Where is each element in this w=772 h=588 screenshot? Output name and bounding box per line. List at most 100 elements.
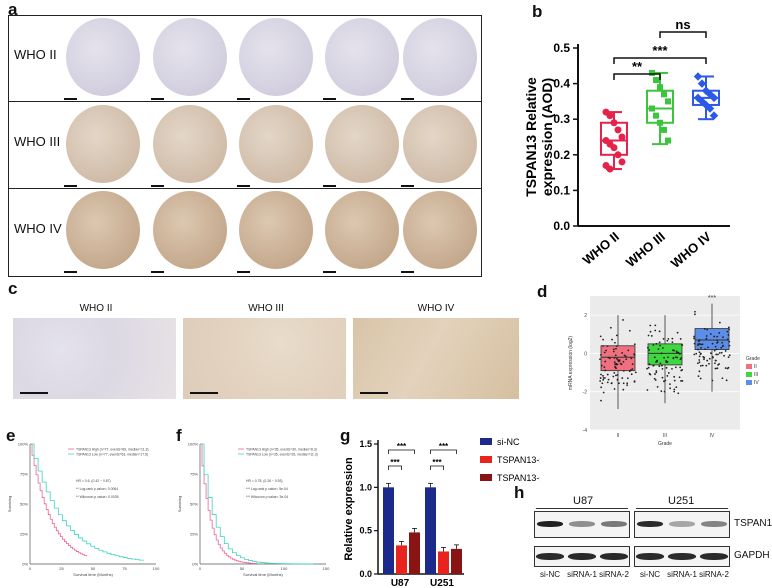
d-data-point [667,337,670,340]
d-data-point [676,351,678,354]
d-data-point [618,382,620,385]
d-data-point [665,366,668,369]
g-legend-label: TSPAN13-si2 [497,473,540,483]
scale-bar [237,98,250,100]
g-y-axis-label: Relative expression [343,457,355,561]
d-data-point [648,372,651,375]
d-data-point [697,343,700,346]
d-data-point [660,364,663,367]
d-data-point [706,359,709,362]
d-data-point [666,375,669,377]
panel-letter-a: a [8,0,18,19]
d-data-point [697,348,700,351]
d-data-point [602,374,604,377]
d-x-tick-label: III [663,433,667,439]
d-data-point [621,352,624,354]
d-legend-label: II [754,364,757,370]
d-data-point [630,373,633,376]
b-data-point [657,84,663,91]
b-data-point [661,91,667,98]
d-data-point [701,343,704,346]
d-data-point [654,324,657,327]
d-data-point [606,345,609,348]
d-data-point [621,377,624,379]
wb-band-tspan13 [669,521,695,527]
b-significance-label: ** [632,59,643,74]
d-data-point [614,366,617,369]
d-data-point [698,370,701,373]
d-data-point [726,330,729,333]
d-data-point [655,370,658,372]
km-y-tick-label: 75% [20,472,28,477]
tissue-core-image [239,105,313,183]
d-data-point [725,379,728,382]
km-x-tick-label: 150 [323,566,330,571]
d-data-point [613,361,616,364]
b-data-point [657,119,663,126]
g-legend-swatch [480,438,492,445]
d-data-point [676,356,679,359]
km-x-tick-label: 50 [91,566,96,571]
d-data-point [728,354,731,357]
d-data-point [704,348,707,351]
d-data-point [669,383,671,386]
d-data-point [714,367,717,370]
b-data-point [614,151,622,159]
d-data-point [671,337,674,340]
km-y-tick-label: 100% [18,442,29,447]
d-data-point [673,388,676,391]
d-data-point [700,346,702,349]
d-data-point [656,359,658,362]
d-data-point [721,377,724,380]
b-x-tick-label: WHO III [623,229,668,270]
d-data-point [602,345,604,347]
d-data-point [693,342,696,345]
d-data-point [672,349,674,352]
d-data-point [602,376,605,379]
d-data-point [698,351,701,354]
d-data-point [665,360,668,362]
d-data-point [680,357,683,359]
d-data-point [647,366,650,369]
wb-lane-label: si-NC [540,570,560,579]
g-y-tick-label: 1.0 [359,482,372,492]
d-data-point [654,373,656,375]
d-data-point [613,388,616,390]
b-x-tick-label: WHO IV [668,229,714,271]
d-data-point [616,363,619,366]
wb-band-gapdh [668,553,696,560]
b-data-point [693,72,703,81]
d-data-point [722,344,724,347]
b-significance-bracket [613,57,707,64]
d-data-point [671,341,674,344]
d-data-point [628,370,631,373]
b-y-tick-label: 0.3 [553,112,570,126]
d-data-point [654,329,657,332]
c-title-who-iii: WHO III [248,303,284,314]
d-legend-label: IV [754,380,759,386]
d-data-point [649,330,652,333]
d-data-point [664,379,667,382]
km-legend-label: TSPAN13 High (n=35, events=30, median=8.… [246,448,317,452]
d-data-point [726,338,729,341]
d-data-point [711,342,714,345]
d-data-point [693,335,695,338]
d-data-point [674,356,677,359]
d-y-tick-label: -4 [583,428,588,434]
km-stat-label: HR = 0.6, (0.42 ~ 0.87) [76,479,111,483]
km-x-tick-label: 25 [59,566,64,571]
km-legend-label: TSPAN13 Low (n=35, events=26, median=11.… [246,453,318,457]
d-data-point [693,337,695,340]
tissue-core-image [153,191,227,269]
d-data-point [646,346,649,349]
d-data-point [599,335,602,338]
d-data-point [614,354,617,357]
d-data-point [671,368,673,370]
b-significance-label: *** [652,43,668,58]
d-data-point [658,341,661,344]
d-data-point [622,370,625,372]
d-data-point [615,357,618,360]
d-data-point [663,390,666,393]
g-significance-label: *** [432,458,442,467]
d-data-point [669,387,672,390]
